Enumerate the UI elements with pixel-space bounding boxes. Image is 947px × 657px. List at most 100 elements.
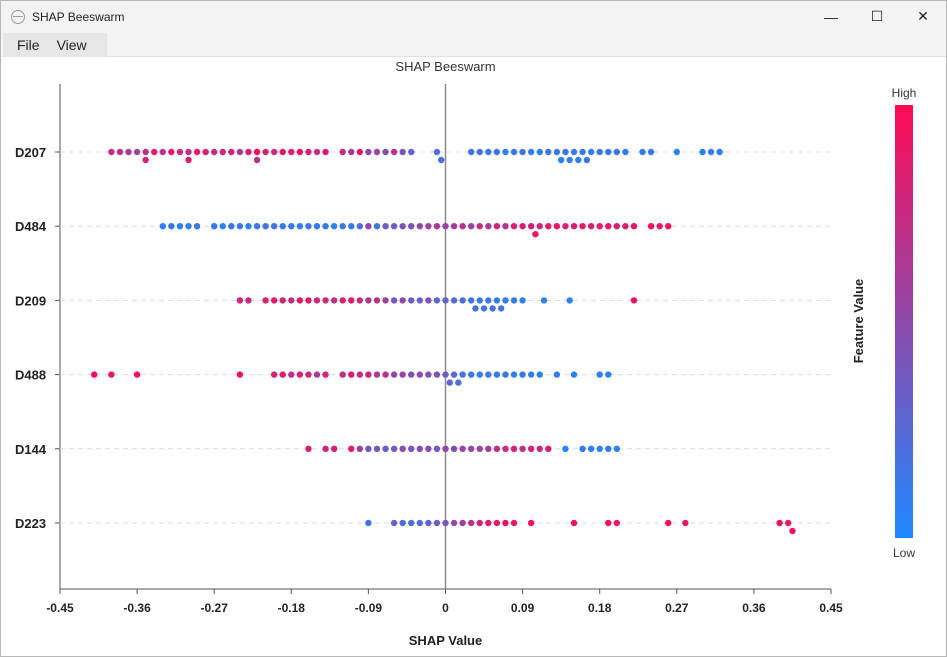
- data-point: [587, 148, 595, 156]
- data-point: [193, 223, 201, 230]
- data-point: [442, 445, 449, 452]
- data-point: [339, 148, 346, 156]
- data-point: [373, 223, 381, 230]
- data-point: [425, 371, 432, 378]
- data-point: [356, 223, 364, 230]
- data-point: [288, 223, 295, 230]
- data-point: [202, 148, 209, 156]
- data-point: [605, 148, 612, 156]
- data-point: [485, 223, 492, 230]
- data-point: [390, 148, 398, 156]
- data-point: [270, 223, 278, 230]
- data-point: [519, 371, 526, 378]
- data-point: [553, 371, 561, 378]
- maximize-button[interactable]: ☐: [870, 8, 884, 24]
- data-point: [438, 156, 445, 164]
- data-point: [262, 223, 269, 230]
- data-point: [468, 148, 475, 156]
- data-point: [442, 371, 449, 378]
- data-point: [605, 445, 612, 452]
- data-point: [322, 223, 329, 230]
- data-point: [322, 371, 329, 378]
- data-point: [382, 445, 389, 452]
- data-point: [502, 445, 509, 452]
- data-point: [313, 148, 321, 156]
- data-point: [356, 148, 364, 156]
- data-point: [493, 445, 501, 452]
- data-point: [566, 156, 573, 164]
- data-point: [348, 223, 355, 230]
- data-point: [433, 519, 441, 527]
- minimize-button[interactable]: —: [824, 8, 838, 25]
- menu-file[interactable]: File: [17, 37, 40, 53]
- data-point: [442, 297, 449, 304]
- data-point: [108, 148, 115, 156]
- data-point: [356, 297, 364, 304]
- data-point: [519, 297, 526, 304]
- data-point: [622, 223, 629, 230]
- chart-title: SHAP Beeswarm: [395, 59, 495, 74]
- data-point: [142, 148, 149, 156]
- data-point: [613, 445, 621, 452]
- data-point: [716, 148, 723, 156]
- data-point: [330, 445, 338, 452]
- data-point: [270, 148, 278, 156]
- data-point: [151, 148, 158, 156]
- data-point: [665, 519, 672, 527]
- data-point: [553, 223, 561, 230]
- data-point: [476, 445, 483, 452]
- data-point: [596, 371, 603, 378]
- data-point: [570, 148, 578, 156]
- data-point: [399, 223, 406, 230]
- data-point: [348, 371, 355, 378]
- data-point: [382, 223, 389, 230]
- data-point: [116, 148, 124, 156]
- data-point: [125, 148, 132, 156]
- data-point: [510, 148, 518, 156]
- x-tick-label: -0.36: [123, 601, 151, 615]
- data-point: [613, 223, 621, 230]
- data-point: [459, 297, 466, 304]
- data-point: [330, 297, 338, 304]
- data-point: [630, 223, 638, 230]
- data-point: [373, 297, 381, 304]
- colorbar-low-label: Low: [893, 546, 915, 560]
- data-point: [784, 519, 792, 527]
- data-point: [433, 371, 441, 378]
- data-point: [502, 148, 509, 156]
- data-point: [425, 223, 432, 230]
- data-point: [459, 445, 466, 452]
- data-point: [185, 148, 192, 156]
- data-point: [472, 305, 479, 312]
- data-point: [288, 371, 295, 378]
- data-point: [425, 445, 432, 452]
- data-point: [296, 148, 304, 156]
- data-point: [373, 371, 381, 378]
- data-point: [510, 223, 518, 230]
- data-point: [416, 223, 423, 230]
- data-point: [468, 223, 475, 230]
- data-point: [540, 297, 548, 304]
- title-bar[interactable]: SHAP Beeswarm — ☐ ✕: [1, 1, 946, 32]
- colorbar-label: Feature Value: [851, 279, 866, 364]
- plot-area: SHAP Beeswarm D207 D484 D209 D488 D144 D223 -0.…: [1, 57, 946, 657]
- data-point: [536, 148, 543, 156]
- close-button[interactable]: ✕: [917, 8, 929, 24]
- data-point: [622, 148, 629, 156]
- data-point: [288, 148, 295, 156]
- data-point: [446, 379, 453, 386]
- data-point: [365, 148, 372, 156]
- data-point: [468, 297, 475, 304]
- data-point: [219, 223, 226, 230]
- data-point: [399, 371, 406, 378]
- data-point: [279, 297, 286, 304]
- menu-view[interactable]: View: [56, 37, 87, 53]
- data-point: [305, 223, 312, 230]
- data-point: [399, 445, 406, 452]
- data-point: [468, 445, 475, 452]
- data-point: [630, 297, 638, 304]
- data-point: [502, 519, 509, 527]
- data-point: [682, 519, 689, 527]
- data-point: [527, 445, 535, 452]
